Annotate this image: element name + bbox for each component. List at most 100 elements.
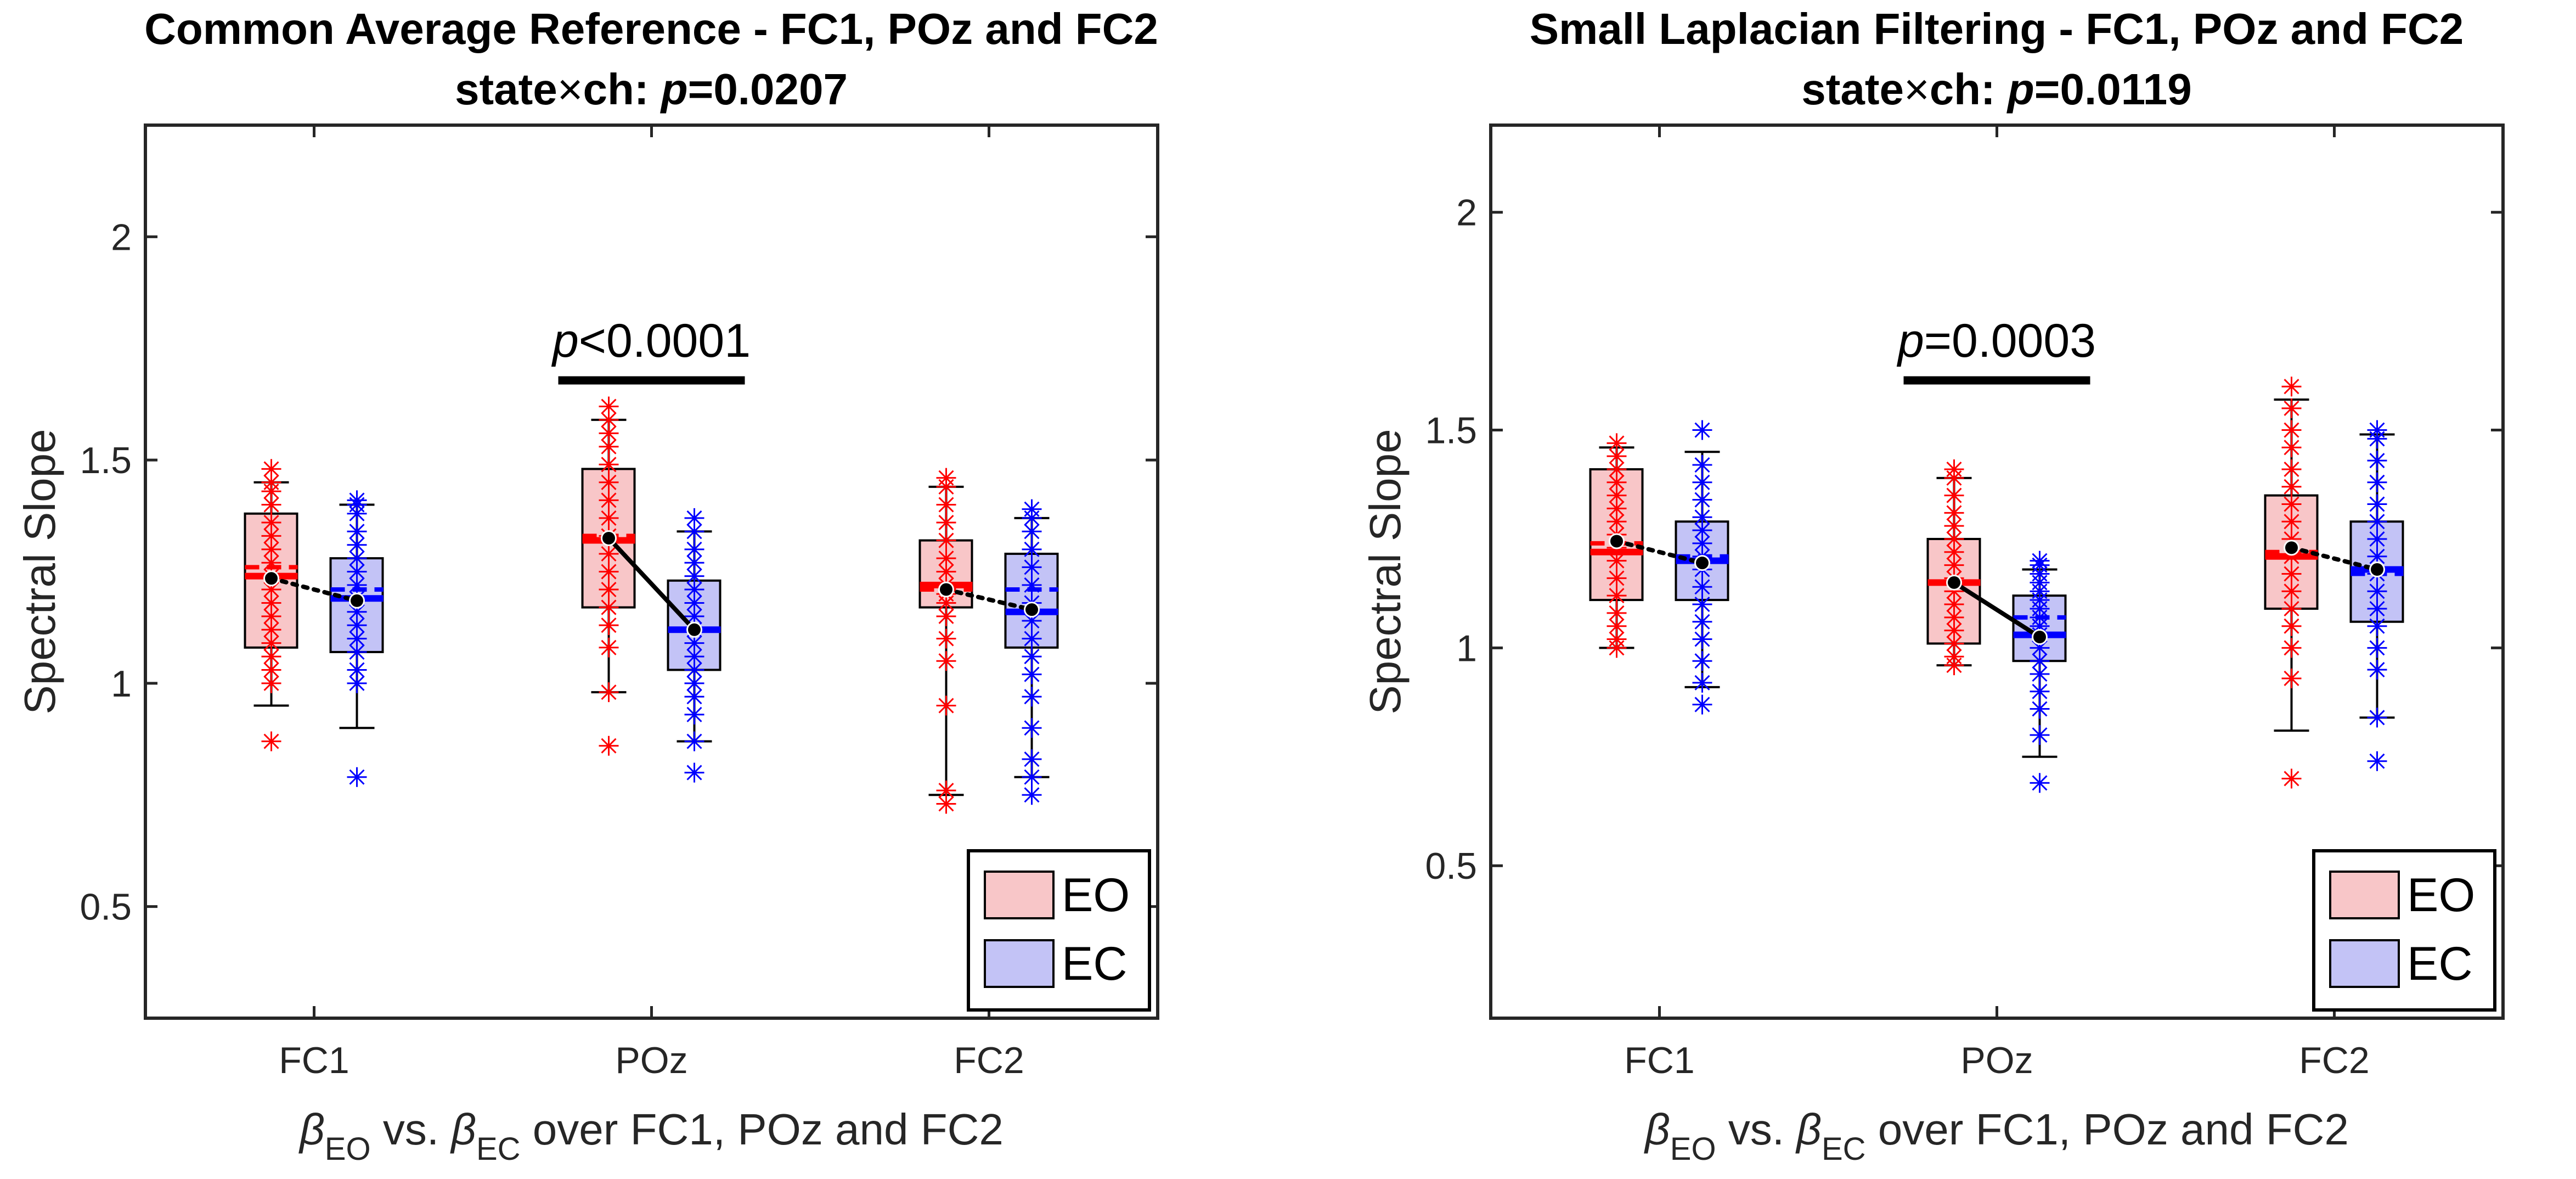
data-point: [599, 736, 619, 756]
data-point: [347, 575, 367, 595]
data-point: [599, 409, 619, 430]
data-point: [2030, 699, 2050, 719]
data-point: [2030, 638, 2050, 658]
data-point: [1944, 594, 1964, 615]
data-point: [684, 704, 704, 725]
data-point: [599, 472, 619, 492]
chart-subtitle: state×ch: p=0.0119: [1801, 65, 2192, 114]
x-tick-label: POz: [615, 1040, 687, 1081]
data-point: [1692, 694, 1712, 715]
data-point: [347, 673, 367, 693]
significance-p: p: [1896, 315, 1924, 367]
mean-marker-EO: [263, 570, 279, 587]
data-point: [684, 593, 704, 613]
subtitle-text: state: [455, 65, 557, 114]
y-tick-label: 1: [1456, 627, 1477, 669]
subtitle-p: p: [660, 65, 688, 114]
data-point: [936, 495, 956, 515]
data-point: [1692, 520, 1712, 541]
subtitle-text: ch:: [583, 65, 661, 114]
data-point: [684, 660, 704, 680]
data-point: [2367, 529, 2387, 549]
legend-label-EC: EC: [1062, 937, 1127, 990]
data-point: [1022, 647, 1042, 667]
data-point: [936, 695, 956, 716]
data-point: [599, 423, 619, 443]
x-tick-label: FC2: [954, 1040, 1024, 1081]
x-label-text: over FC1, POz and FC2: [521, 1105, 1004, 1154]
x-label-text: vs.: [371, 1105, 452, 1154]
data-point: [2030, 725, 2050, 745]
data-point: [1607, 512, 1627, 532]
data-point: [2367, 660, 2387, 680]
y-tick-label: 1: [111, 663, 132, 705]
data-point: [1022, 610, 1042, 631]
data-point: [1022, 664, 1042, 684]
x-label-beta: β: [298, 1105, 325, 1154]
data-point: [1944, 459, 1964, 479]
mean-connector: [607, 536, 696, 631]
data-point: [599, 597, 619, 617]
data-point: [2281, 668, 2302, 688]
data-point: [1607, 629, 1627, 649]
data-point: [2367, 598, 2387, 619]
data-point: [261, 526, 281, 546]
data-point: [261, 660, 281, 680]
data-point: [684, 606, 704, 626]
y-tick-label: 0.5: [1425, 845, 1477, 887]
data-point: [936, 468, 956, 488]
data-point: [2281, 616, 2302, 636]
data-point: [1692, 577, 1712, 597]
data-point: [2367, 708, 2387, 728]
data-point: [936, 530, 956, 551]
mean-connector: [944, 587, 1034, 612]
mean-connector: [2289, 545, 2380, 572]
data-point: [1607, 446, 1627, 467]
data-point: [2281, 420, 2302, 440]
significance-label: p<0.0001: [551, 315, 751, 367]
mean-marker-EO: [938, 581, 954, 598]
data-point: [1692, 455, 1712, 475]
data-point: [2367, 751, 2387, 771]
x-label-text: vs.: [1716, 1105, 1797, 1154]
mean-marker-EO: [601, 530, 617, 546]
data-point: [599, 543, 619, 564]
data-point: [261, 580, 281, 600]
data-point: [347, 628, 367, 649]
data-point: [1944, 620, 1964, 641]
data-point: [1607, 472, 1627, 492]
data-point: [684, 762, 704, 783]
data-point: [261, 459, 281, 479]
data-point: [1022, 628, 1042, 649]
data-point: [1692, 420, 1712, 440]
data-point: [2367, 420, 2387, 440]
data-point: [347, 642, 367, 662]
data-point: [1692, 629, 1712, 649]
data-point: [1944, 516, 1964, 536]
y-axis-label: Spectral Slope: [15, 429, 64, 714]
data-point: [2367, 616, 2387, 636]
data-point: [2367, 451, 2387, 471]
x-axis-label: βEO vs. βEC over FC1, POz and FC2: [298, 1105, 1004, 1167]
data-point: [1692, 490, 1712, 510]
legend: EO EC: [2312, 849, 2496, 1012]
data-point: [2281, 529, 2302, 549]
data-point: [599, 508, 619, 528]
x-tick-label: FC2: [2299, 1040, 2369, 1081]
data-point: [936, 548, 956, 569]
chart-panel-1: Common Average Reference - FC1, POz and …: [15, 4, 1159, 1167]
data-point: [261, 495, 281, 515]
data-point: [684, 673, 704, 693]
data-point: [2281, 638, 2302, 658]
legend-label-EO: EO: [2407, 869, 2475, 922]
data-point: [2367, 472, 2387, 492]
x-label-subscript: EC: [476, 1131, 521, 1167]
y-axis-label: Spectral Slope: [1361, 429, 1410, 714]
data-point: [2030, 681, 2050, 701]
mean-marker-EC: [2032, 629, 2048, 645]
data-point: [261, 633, 281, 653]
legend-label-EC: EC: [2407, 937, 2472, 990]
x-tick-label: FC1: [1624, 1040, 1694, 1081]
data-point: [2281, 476, 2302, 497]
data-point: [1944, 555, 1964, 575]
